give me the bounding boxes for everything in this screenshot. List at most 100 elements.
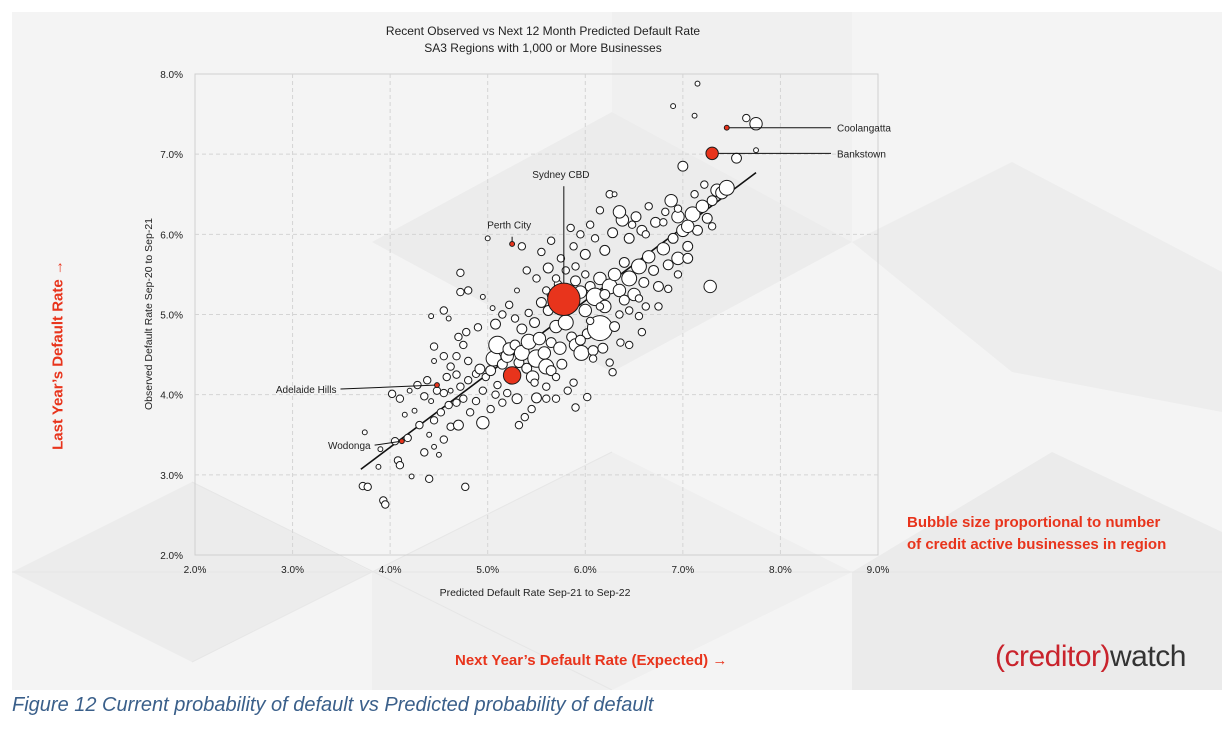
region-bubble (465, 408, 475, 417)
region-bubble (524, 308, 533, 318)
region-bubble (444, 400, 453, 410)
region-bubble (439, 351, 449, 361)
region-bubble (408, 473, 415, 480)
region-bubble (615, 310, 624, 319)
y-tick-label: 5.0% (160, 311, 183, 322)
region-bubble (581, 270, 590, 279)
region-bubble (493, 380, 502, 390)
region-bubble (556, 358, 568, 370)
region-bubble (486, 404, 495, 414)
region-bubble (503, 388, 512, 398)
region-bubble (395, 394, 405, 403)
region-bubble (670, 103, 677, 110)
region-bubble (490, 318, 501, 330)
figure-caption: Figure 12 Current probability of default… (12, 694, 654, 716)
region-bubble (701, 212, 713, 224)
bankstown-label: Bankstown (837, 149, 886, 160)
region-bubble (609, 321, 621, 332)
region-bubble (514, 420, 524, 430)
region-bubble (659, 218, 668, 227)
region-bubble (489, 305, 496, 312)
region-bubble (403, 433, 412, 443)
region-bubble (381, 500, 390, 509)
region-bubble (532, 331, 547, 346)
region-bubble (459, 340, 468, 350)
region-bubble (456, 287, 465, 297)
region-bubble (557, 314, 574, 331)
region-bubble (681, 219, 695, 234)
wodonga-leader-line (374, 440, 402, 446)
region-bubble (587, 345, 599, 357)
region-bubble (641, 230, 650, 239)
region-bubble (656, 242, 671, 256)
region-bubble (537, 247, 546, 257)
region-bubble (624, 340, 634, 350)
region-bubble (707, 222, 717, 231)
region-bubble (611, 191, 618, 198)
region-bubble (653, 280, 664, 292)
bankstown-bubble (705, 146, 719, 161)
region-bubble (546, 236, 556, 245)
region-bubble (476, 416, 490, 430)
region-bubble (691, 112, 698, 119)
region-bubble (452, 370, 461, 379)
region-bubble (607, 227, 619, 239)
bubble-size-note: Bubble size proportional to number of cr… (907, 512, 1166, 556)
adelaide-hills-leader-line (340, 384, 437, 390)
region-bubble (520, 412, 529, 422)
region-bubble (377, 446, 384, 453)
region-bubble (571, 262, 580, 271)
region-bubble (661, 207, 670, 217)
logo-watch: watch (1110, 640, 1186, 673)
coolangatta-bubble (723, 124, 730, 131)
region-bubble (682, 240, 694, 252)
wodonga-bubble (398, 438, 405, 445)
region-bubble (566, 223, 575, 233)
region-bubble (542, 382, 551, 391)
region-bubble (673, 270, 683, 279)
region-bubble (630, 211, 642, 223)
region-bubble (551, 274, 561, 283)
region-bubble (605, 358, 614, 367)
region-bubble (621, 270, 638, 287)
next-year-default-rate-label: Next Year’s Default Rate (Expected) → (455, 652, 728, 669)
perth-city-bubble (509, 241, 516, 247)
region-bubble (361, 429, 368, 436)
region-bubble (535, 297, 547, 308)
x-tick-label: 8.0% (769, 565, 792, 576)
region-bubble (522, 266, 531, 275)
region-bubble (423, 376, 432, 385)
region-bubble (485, 365, 497, 377)
region-bubble (574, 334, 586, 346)
region-bubble (479, 293, 486, 300)
region-bubble (545, 365, 557, 377)
region-bubble (431, 443, 437, 450)
region-bubble (428, 398, 435, 405)
region-bubble (599, 289, 611, 300)
region-bubble (484, 235, 491, 242)
region-bubble (682, 252, 694, 264)
region-bubble (446, 362, 455, 371)
y-tick-label: 4.0% (160, 391, 183, 402)
region-bubble (641, 302, 650, 311)
region-bubble (573, 345, 590, 361)
region-bubble (428, 313, 435, 320)
region-bubble (706, 195, 718, 207)
region-bubble (532, 274, 541, 283)
region-bubble (612, 205, 627, 219)
region-bubble (452, 351, 461, 361)
region-bubble (569, 378, 578, 387)
region-bubble (677, 160, 689, 172)
region-bubble (387, 389, 397, 399)
creditorwatch-logo: (creditor)watch (995, 640, 1186, 674)
sydney-cbd-bubble (547, 282, 581, 316)
region-bubble (551, 394, 561, 403)
region-bubble (473, 323, 483, 332)
region-bubble (749, 117, 763, 131)
region-bubble (607, 267, 622, 282)
region-bubble (461, 482, 470, 492)
region-bubble (578, 303, 592, 318)
region-bubble (571, 403, 580, 412)
region-bubble (517, 242, 527, 251)
y-tick-label: 8.0% (160, 70, 183, 81)
